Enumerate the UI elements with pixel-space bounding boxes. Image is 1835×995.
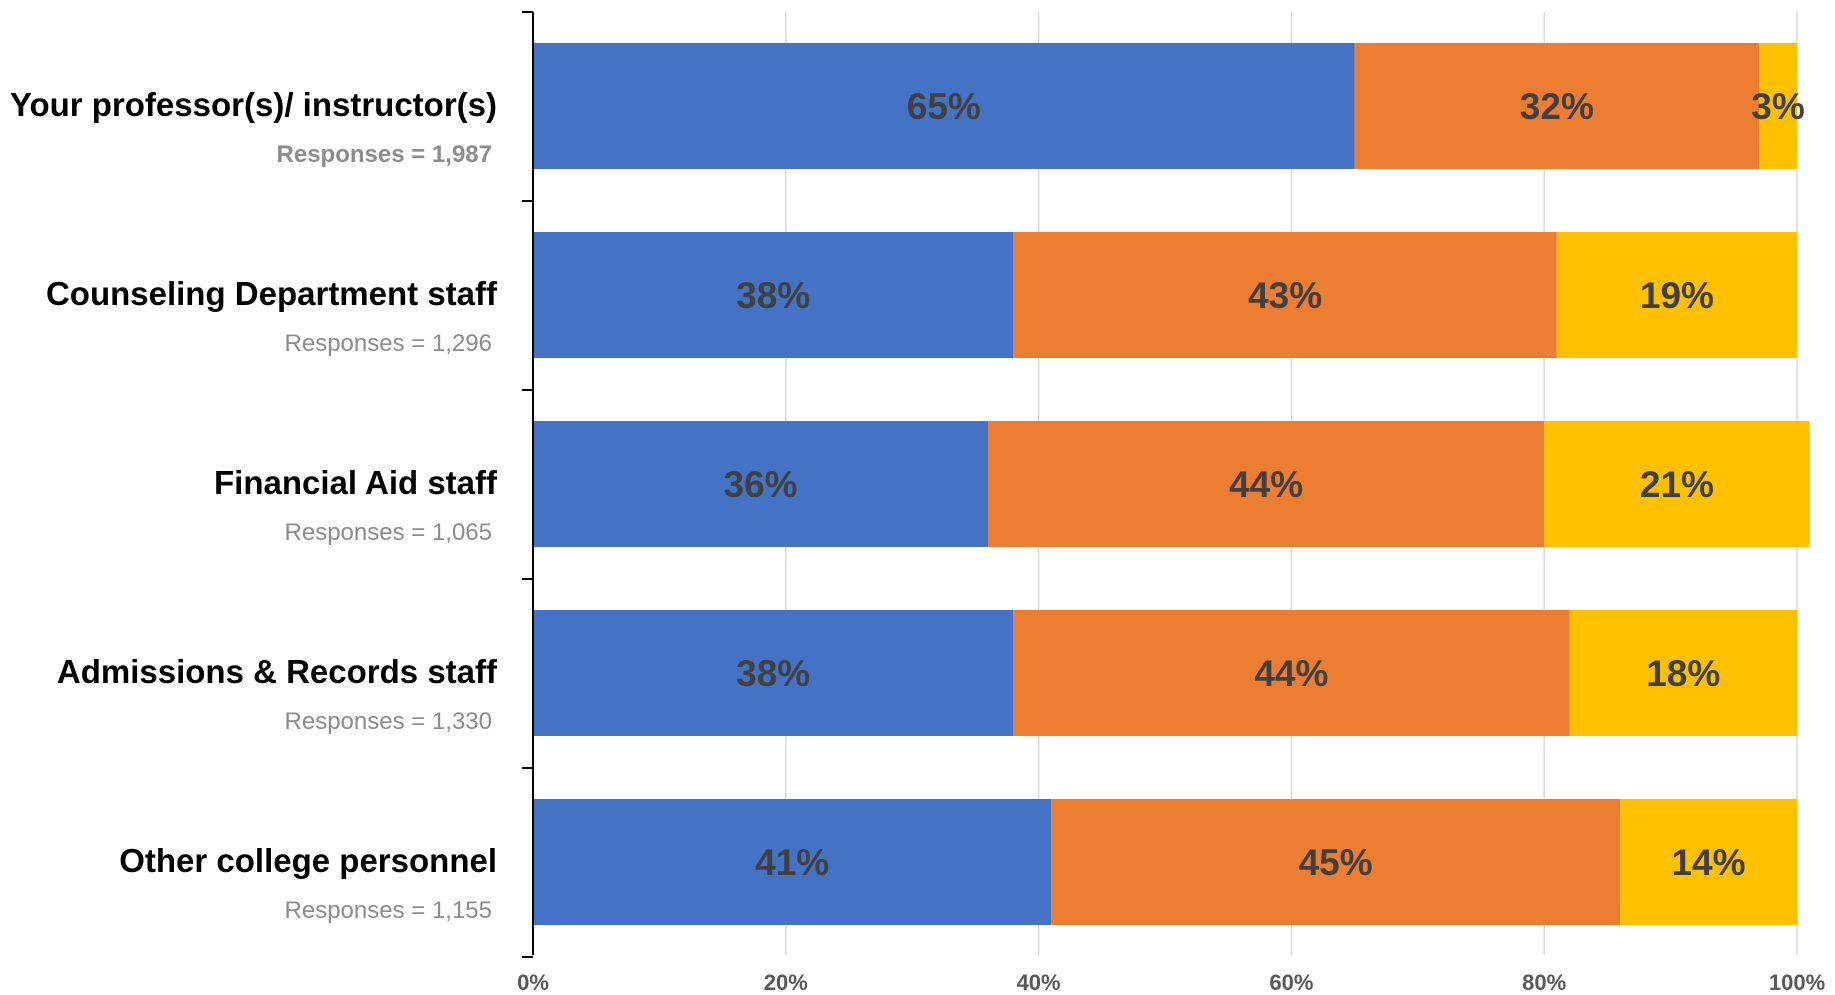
category-label: Other college personnel [119, 842, 497, 879]
bar-segment [1620, 799, 1797, 925]
x-tick-label: 80% [1522, 970, 1566, 995]
responses-label: Responses = 1,987 [277, 141, 492, 168]
data-label: 19% [1640, 275, 1714, 316]
bar-segment [1544, 421, 1810, 547]
bar-segment [533, 232, 1014, 358]
responses-label: Responses = 1,330 [285, 708, 492, 735]
x-tick-label: 40% [1017, 970, 1061, 995]
data-label: 65% [907, 86, 981, 127]
bar-segment [1569, 610, 1797, 736]
data-label: 43% [1248, 275, 1322, 316]
bar-segment [533, 43, 1355, 169]
category-label: Financial Aid staff [214, 464, 498, 501]
category-label: Counseling Department staff [46, 275, 498, 312]
category-labels: Your professor(s)/ instructor(s) Response… [10, 86, 498, 924]
bar-segment [1556, 232, 1797, 358]
x-axis-tick-labels: 0% 20% 40% 60% 80% 100% [517, 970, 1825, 995]
data-label: 18% [1646, 653, 1720, 694]
bar-segment [988, 421, 1545, 547]
bar-segment [1013, 610, 1570, 736]
data-label: 36% [723, 464, 797, 505]
category-axis [522, 11, 534, 958]
bar-segment [533, 421, 989, 547]
bar-segment [533, 799, 1052, 925]
data-label: 32% [1520, 86, 1594, 127]
x-tick-label: 0% [517, 970, 549, 995]
data-label: 38% [736, 275, 810, 316]
data-label: 14% [1671, 842, 1745, 883]
data-label: 3% [1751, 86, 1804, 127]
data-label: 38% [736, 653, 810, 694]
bar-segment [1051, 799, 1621, 925]
data-label: 41% [755, 842, 829, 883]
data-label: 21% [1640, 464, 1714, 505]
x-tick-label: 20% [764, 970, 808, 995]
responses-label: Responses = 1,296 [285, 330, 492, 357]
responses-label: Responses = 1,065 [285, 519, 492, 546]
category-label: Your professor(s)/ instructor(s) [10, 86, 497, 123]
x-tick-label: 60% [1269, 970, 1313, 995]
responses-label: Responses = 1,155 [285, 897, 492, 924]
data-label: 44% [1254, 653, 1328, 694]
bars: 65% 32% 3% 38% 43% 19% 36% 44% 21% 38% 44% 18% 41% 45… [533, 43, 1810, 925]
data-label: 45% [1299, 842, 1373, 883]
category-label: Admissions & Records staff [57, 653, 498, 690]
data-label: 44% [1229, 464, 1303, 505]
bar-segment [1759, 43, 1797, 169]
bar-segment [1013, 232, 1557, 358]
x-tick-label: 100% [1769, 970, 1825, 995]
bar-segment [1354, 43, 1760, 169]
bar-segment [533, 610, 1014, 736]
